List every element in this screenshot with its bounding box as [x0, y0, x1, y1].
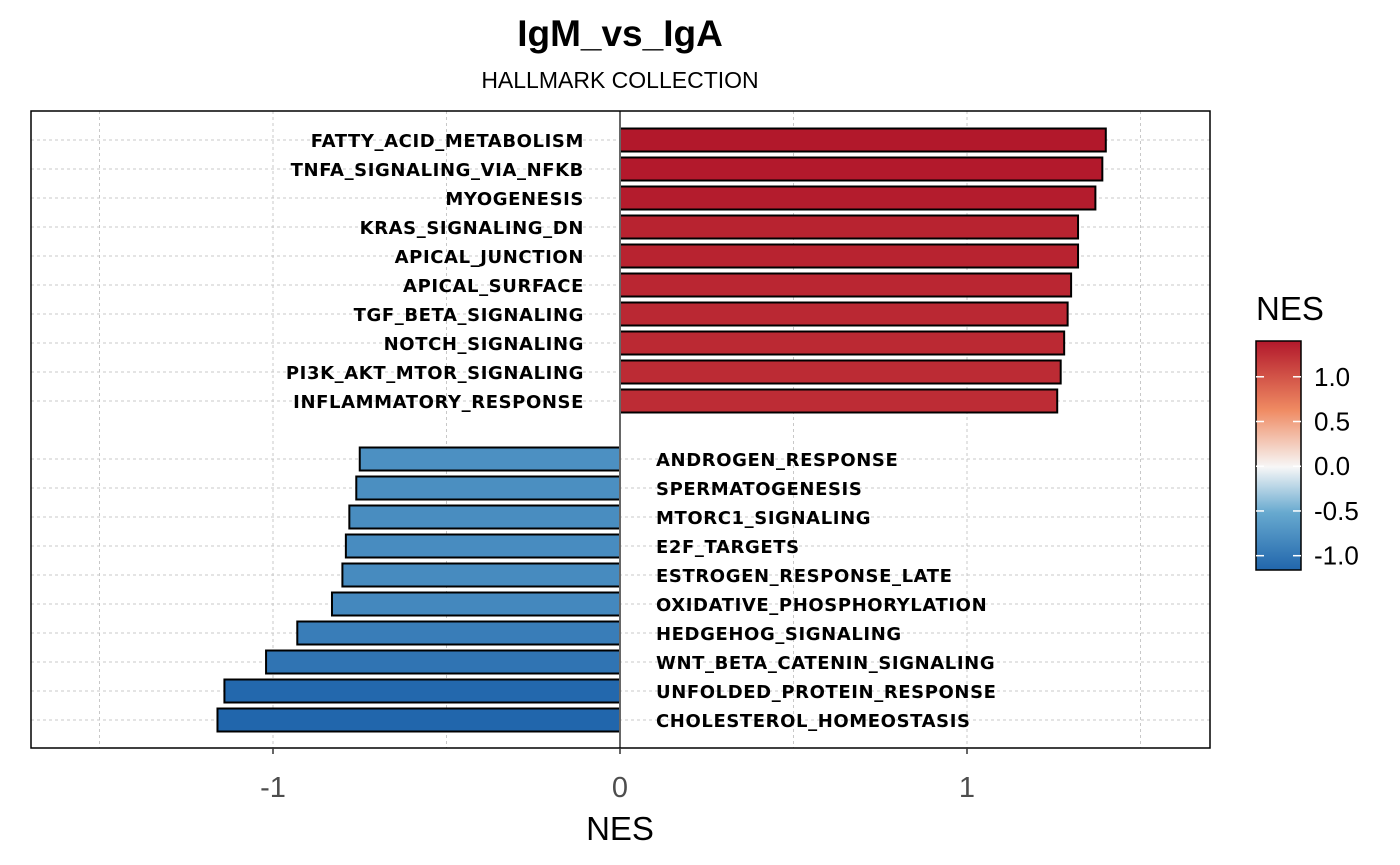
bar	[341, 562, 621, 588]
bar	[330, 591, 621, 617]
bar-label: MYOGENESIS	[445, 189, 584, 210]
legend-ticks: 1.0 0.5 0.0 -0.5 -1.0	[1256, 362, 1359, 571]
legend-tick-label: 1.0	[1314, 362, 1350, 392]
legend-tick-label: -0.5	[1314, 496, 1359, 526]
bar-label: SPERMATOGENESIS	[656, 479, 862, 500]
legend-tick-label: 0.0	[1314, 451, 1350, 481]
bar-label: ANDROGEN_RESPONSE	[656, 450, 898, 471]
x-tick-label: 0	[612, 772, 628, 804]
bar-label: UNFOLDED_PROTEIN_RESPONSE	[656, 682, 997, 703]
legend-title: NES	[1256, 290, 1324, 327]
bar-label: NOTCH_SIGNALING	[384, 334, 584, 355]
chart-subtitle: HALLMARK COLLECTION	[481, 67, 758, 93]
legend-tick-label: -1.0	[1314, 541, 1359, 571]
bar	[355, 475, 621, 501]
bar-label: FATTY_ACID_METABOLISM	[311, 131, 584, 152]
bar	[619, 156, 1104, 182]
bar	[348, 504, 621, 530]
legend-tick-label: 0.5	[1314, 407, 1350, 437]
chart-title: IgM_vs_IgA	[517, 13, 723, 54]
bar-label: TNFA_SIGNALING_VIA_NFKB	[291, 160, 584, 181]
legend-colorbar	[1255, 340, 1302, 571]
bar-label: WNT_BETA_CATENIN_SIGNALING	[656, 653, 995, 674]
bar	[619, 214, 1080, 240]
bar-label: KRAS_SIGNALING_DN	[360, 218, 584, 239]
bar	[216, 707, 621, 733]
bar	[619, 301, 1069, 327]
bar-label: CHOLESTEROL_HOMEOSTASIS	[656, 711, 971, 732]
bar	[619, 127, 1107, 153]
bar-label: E2F_TARGETS	[656, 537, 800, 558]
bar-label: PI3K_AKT_MTOR_SIGNALING	[286, 363, 584, 384]
bar	[358, 446, 621, 472]
bar	[619, 388, 1059, 414]
bar	[619, 185, 1097, 211]
bar-labels: FATTY_ACID_METABOLISM TNFA_SIGNALING_VIA_…	[286, 131, 997, 732]
bar-label: APICAL_JUNCTION	[395, 247, 584, 268]
bar	[619, 243, 1080, 269]
bar	[265, 649, 621, 675]
bar-label: APICAL_SURFACE	[403, 276, 584, 297]
x-tick-label: 1	[959, 772, 975, 804]
x-axis-ticks: -1 0 1	[260, 748, 975, 804]
bar	[619, 330, 1066, 356]
bar	[296, 620, 621, 646]
bar-label: HEDGEHOG_SIGNALING	[656, 624, 902, 645]
bar-label: MTORC1_SIGNALING	[656, 508, 871, 529]
color-legend: NES 1.0 0.5 0.0 -0.5 -1.0	[1255, 290, 1359, 571]
bar	[619, 272, 1073, 298]
bar	[344, 533, 621, 559]
bar	[223, 678, 621, 704]
bar-label: INFLAMMATORY_RESPONSE	[293, 392, 584, 413]
bar-label: ESTROGEN_RESPONSE_LATE	[656, 566, 953, 587]
x-tick-label: -1	[260, 772, 286, 804]
bar-label: TGF_BETA_SIGNALING	[354, 305, 584, 326]
bar	[619, 359, 1062, 385]
bar-label: OXIDATIVE_PHOSPHORYLATION	[656, 595, 987, 616]
x-axis-label: NES	[586, 810, 654, 847]
